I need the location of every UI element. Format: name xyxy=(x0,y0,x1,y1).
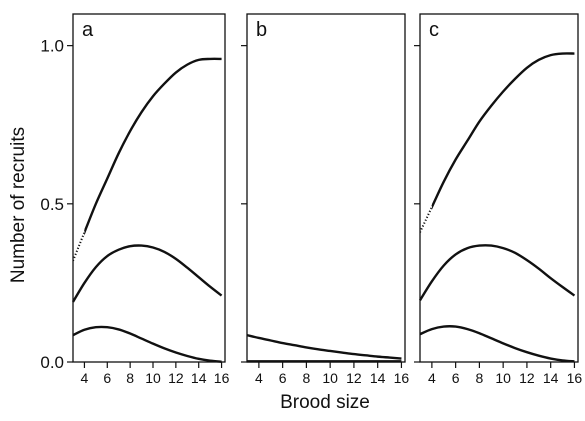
x-tick-label: 14 xyxy=(370,370,386,386)
panel-frame xyxy=(72,13,226,363)
x-tick-label: 6 xyxy=(279,370,287,386)
panel-letter: b xyxy=(256,19,267,41)
series-line-dotted-segment xyxy=(420,204,432,233)
x-tick-label: 14 xyxy=(543,370,559,386)
x-tick-label: 16 xyxy=(394,370,410,386)
y-tick-label: 0.5 xyxy=(40,195,64,214)
y-tick-label: 0.0 xyxy=(40,353,64,372)
x-tick-label: 16 xyxy=(214,370,230,386)
x-tick-label: 4 xyxy=(81,370,89,386)
x-tick-label: 4 xyxy=(255,370,263,386)
x-tick-label: 16 xyxy=(567,370,583,386)
series-line xyxy=(72,325,222,363)
x-tick-label: 6 xyxy=(103,370,111,386)
x-tick-label: 10 xyxy=(322,370,338,386)
x-tick-label: 12 xyxy=(346,370,362,386)
x-axis-title: Brood size xyxy=(280,392,370,413)
panel-c: c 4 6 8 10 12 14 16 xyxy=(414,13,583,386)
series-line xyxy=(84,57,222,236)
panel-letter: a xyxy=(82,19,94,41)
x-tick-label: 8 xyxy=(126,370,134,386)
panel-frame xyxy=(246,13,406,363)
x-tick-label: 12 xyxy=(168,370,184,386)
x-tick-label: 6 xyxy=(452,370,460,386)
y-axis-title: Number of recruits xyxy=(8,127,29,283)
panel-a: a 0.0 0.5 1.0 4 6 8 10 12 14 16 xyxy=(40,13,230,386)
x-tick-label: 14 xyxy=(191,370,207,386)
series-line xyxy=(431,52,575,210)
y-tick-label: 1.0 xyxy=(40,37,64,56)
series-line xyxy=(418,244,576,301)
series-line xyxy=(246,333,402,360)
x-tick-label: 12 xyxy=(519,370,535,386)
x-tick-label: 4 xyxy=(428,370,436,386)
x-tick-label: 10 xyxy=(145,370,161,386)
x-tick-label: 10 xyxy=(495,370,511,386)
x-tick-label: 8 xyxy=(303,370,311,386)
panel-frame xyxy=(419,13,579,363)
x-tick-label: 8 xyxy=(476,370,484,386)
panel-letter: c xyxy=(429,19,439,41)
series-line xyxy=(71,244,223,303)
series-line xyxy=(419,325,575,363)
panel-b: b 4 6 8 10 12 14 16 xyxy=(241,13,410,386)
series-line-dotted-segment xyxy=(73,229,85,262)
